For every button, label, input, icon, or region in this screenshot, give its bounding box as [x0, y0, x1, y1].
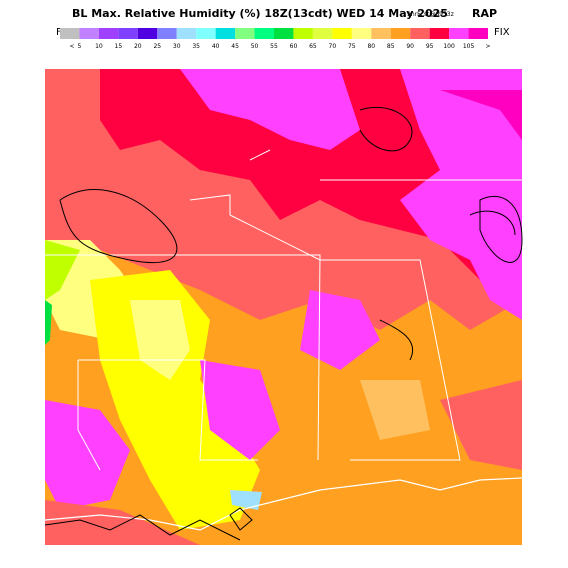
- legend-swatch: [274, 28, 294, 39]
- field-region: [45, 300, 52, 345]
- map: [44, 69, 523, 545]
- title: BL Max. Relative Humidity (%) 18Z(13cdt)…: [72, 7, 448, 20]
- legend-swatch: [215, 28, 236, 39]
- legend-swatch: [371, 28, 391, 39]
- legend-swatch: [79, 28, 99, 39]
- legend-swatch: [118, 28, 138, 39]
- field-region: [300, 290, 380, 370]
- legend-label: 60: [290, 43, 298, 50]
- legend-swatch: [351, 28, 372, 39]
- contours: [44, 106, 523, 541]
- legend-label: 75: [348, 43, 356, 50]
- legend-label: >: [485, 43, 490, 50]
- legend-label: 90: [406, 43, 414, 50]
- legend-label: 70: [329, 43, 337, 50]
- field-region: [200, 360, 280, 460]
- coastline: [44, 477, 523, 531]
- legend-label: 55: [270, 43, 278, 50]
- field-region: [440, 380, 522, 470]
- legend-label: <: [69, 43, 74, 50]
- legend-label: 95: [426, 43, 434, 50]
- legend-label: 10: [95, 43, 103, 50]
- legend-swatch: [60, 28, 80, 39]
- field-region: [45, 400, 130, 510]
- legend-label: 50: [251, 43, 259, 50]
- legend-label: 20: [134, 43, 142, 50]
- legend-swatch: [157, 28, 177, 39]
- legend-swatch: [176, 28, 197, 39]
- model-label: RAP: [472, 7, 497, 20]
- legend-label: 5: [78, 43, 82, 50]
- legend-swatch: [312, 28, 333, 39]
- legend-swatch: [332, 28, 352, 39]
- legend-label: 80: [367, 43, 375, 50]
- legend-label: 15: [115, 43, 123, 50]
- legend-swatch: [98, 28, 119, 39]
- legend-swatch: [293, 28, 313, 39]
- legend-label: 65: [309, 43, 317, 50]
- field-region: [400, 69, 522, 320]
- legend-swatch: [254, 28, 274, 39]
- field-region: [440, 90, 522, 140]
- color-legend: <5 10 15 20 25 30 35 40 45 50 55 60 65 70 75 80 85 90 95 10…: [60, 28, 491, 50]
- legend-label: 85: [387, 43, 395, 50]
- legend-swatch: [410, 28, 430, 39]
- legend-label: 30: [173, 43, 181, 50]
- legend-swatch: [235, 28, 255, 39]
- legend-swatch: [468, 28, 488, 39]
- fix-right: FIX: [494, 27, 510, 38]
- legend-label: 25: [153, 43, 161, 50]
- legend-label: 40: [212, 43, 220, 50]
- legend-label: 45: [231, 43, 239, 50]
- legend-swatch: [390, 28, 411, 39]
- field-region: [45, 500, 200, 545]
- state-borders: [45, 149, 522, 471]
- legend-swatch: [137, 28, 158, 39]
- legend-swatch: [429, 28, 450, 39]
- legend-label: 35: [192, 43, 200, 50]
- legend-swatch: [196, 28, 216, 39]
- legend-label: 100: [443, 43, 455, 50]
- field-region: [360, 380, 430, 440]
- legend-swatch: [449, 28, 469, 39]
- field-region: [230, 490, 262, 510]
- legend-label: 105: [463, 43, 475, 50]
- forecast-label: 9hrFcst@0953z: [407, 11, 454, 18]
- field-region: [100, 69, 522, 300]
- field-region: [90, 270, 260, 530]
- field-region: [180, 69, 360, 150]
